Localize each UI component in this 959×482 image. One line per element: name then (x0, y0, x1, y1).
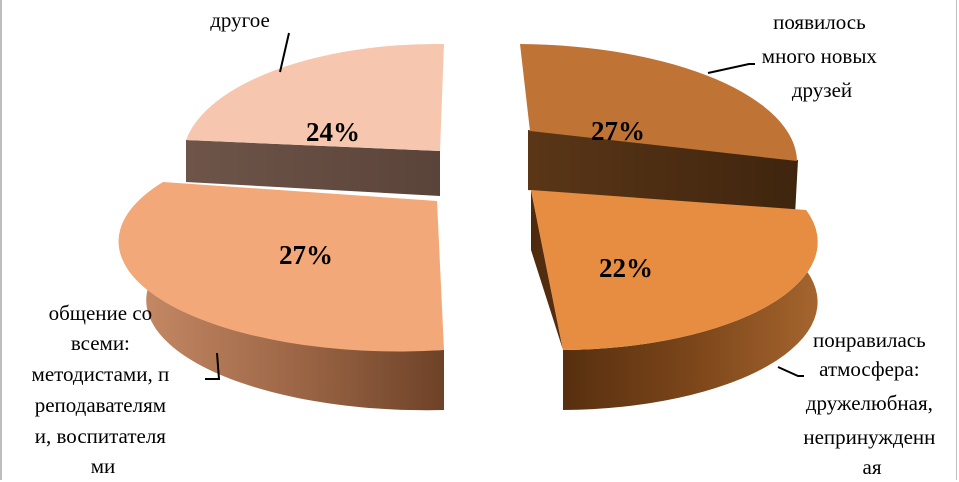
category-label-2: общение со всеми: методистами, п реподав… (32, 301, 175, 478)
leader-line-0 (707, 63, 755, 74)
slice-top-3 (186, 43, 444, 151)
value-label-3: 24% (306, 117, 360, 147)
category-label-1: понравилась атмосфера: дружелюбная, непр… (803, 328, 940, 479)
slice-side-1 (531, 190, 818, 410)
slice-side-0 (528, 130, 798, 215)
slice-top-1 (531, 190, 818, 350)
leader-line-1 (777, 366, 804, 377)
value-label-2: 27% (279, 240, 333, 270)
leader-line-2 (205, 352, 221, 380)
category-label-0: появилось много новых друзей (762, 10, 882, 102)
slice-top-2 (118, 182, 445, 352)
slice-top-0 (520, 44, 797, 161)
slice-side-3 (186, 140, 440, 196)
value-label-1: 22% (599, 253, 653, 283)
category-label-3: другое (210, 8, 270, 32)
value-label-0: 27% (591, 116, 645, 146)
leader-line-3 (279, 32, 290, 73)
